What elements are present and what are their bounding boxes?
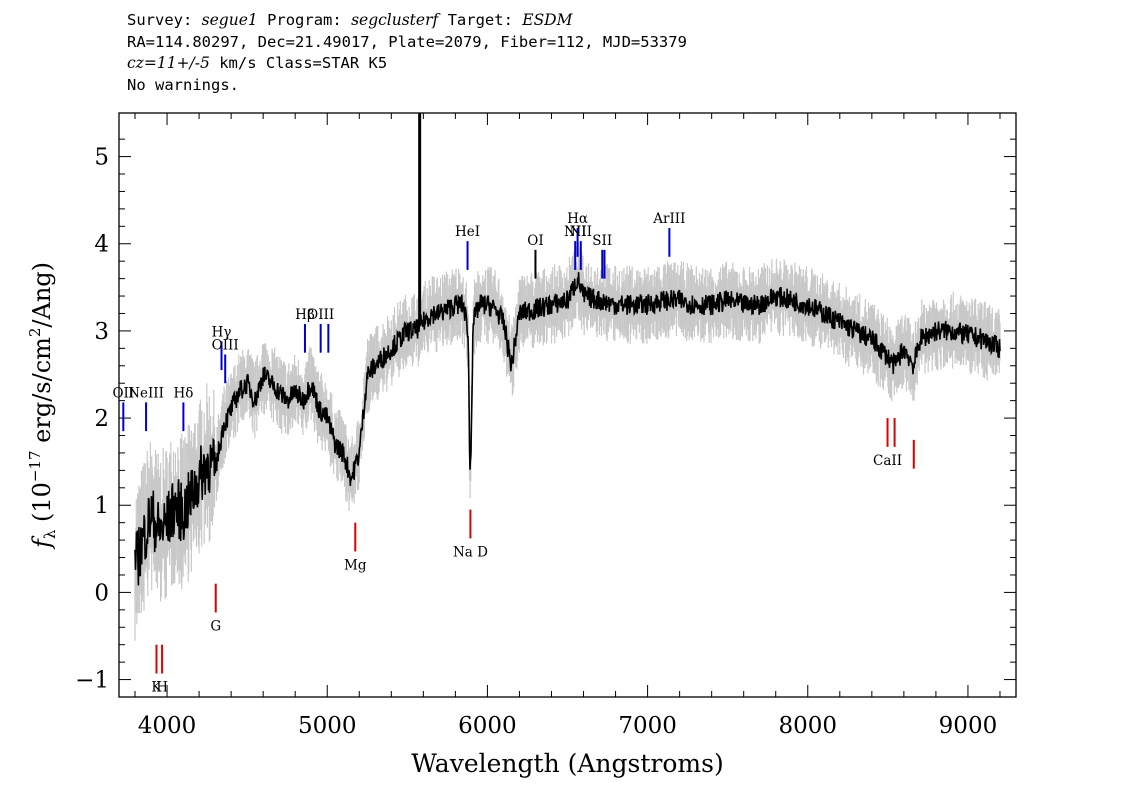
spectrum-header: Survey: segue1 Program: segclusterf Targ… <box>127 10 687 96</box>
emission-line-label: OII <box>112 385 134 401</box>
emission-line-label: ArIII <box>652 211 685 227</box>
emission-line-label: Hβ <box>295 307 315 323</box>
y-tick-label: 0 <box>94 580 109 606</box>
emission-line-label: OIII <box>307 307 334 323</box>
emission-line-label: OI <box>527 233 543 249</box>
x-tick-label: 9000 <box>939 713 998 739</box>
plot-frame <box>118 112 1017 698</box>
emission-line-label: NII <box>564 224 586 240</box>
y-axis-label: fλ (10−17 erg/s/cm2/Ang) <box>26 262 59 550</box>
y-tick-label: 2 <box>94 406 109 432</box>
absorption-line-label: H <box>156 679 168 695</box>
y-label-main: (10 <box>28 482 56 530</box>
y-tick-label: 3 <box>94 319 109 345</box>
absorption-line-label: CaII <box>873 453 902 469</box>
y-label-end: /Ang) <box>28 262 56 328</box>
x-tick-label: 7000 <box>618 713 677 739</box>
y-tick-label: 4 <box>94 232 109 258</box>
absorption-line-label: Mg <box>344 557 367 573</box>
y-tick-label: −1 <box>75 668 109 694</box>
x-tick-label: 4000 <box>138 713 197 739</box>
flux-line <box>134 272 1001 586</box>
program-label: Program: <box>257 11 352 29</box>
target-label: Target: <box>438 11 523 29</box>
header-line-warnings: No warnings. <box>127 75 239 94</box>
emission-line-label: HeI <box>455 224 480 240</box>
header-line-survey: Survey: segue1 Program: segclusterf Targ… <box>127 10 687 32</box>
header-line-class: cz=11+/-5 km/s Class=STAR K5 <box>127 53 687 75</box>
absorption-line-label: Na D <box>453 544 488 560</box>
x-tick-label: 6000 <box>458 713 517 739</box>
x-tick-label: 5000 <box>298 713 357 739</box>
y-label-units-exp: 2 <box>26 328 44 338</box>
absorption-line-label: K <box>151 679 162 695</box>
y-label-exp: −17 <box>26 450 44 482</box>
emission-line-label: Hδ <box>173 385 193 401</box>
emission-line-label: OIII <box>212 337 239 353</box>
emission-line-label: Hα <box>567 211 588 227</box>
y-label-units: erg/s/cm <box>28 337 56 451</box>
survey-label: Survey: <box>127 11 202 29</box>
emission-line-label: NII <box>570 224 592 240</box>
absorption-line-label: G <box>210 618 221 634</box>
emission-line-label: SII <box>592 233 612 249</box>
emission-line-label: NeIII <box>128 385 164 401</box>
survey-value: segue1 <box>201 11 258 29</box>
x-axis-label: Wavelength (Angstroms) <box>411 749 723 778</box>
y-tick-label: 5 <box>94 145 109 171</box>
target-value: ESDM <box>522 11 573 29</box>
program-value: segclusterf <box>351 11 439 29</box>
cz-value: cz=11+/-5 <box>127 54 210 72</box>
header-line-coords: RA=114.80297, Dec=21.49017, Plate=2079, … <box>127 32 687 51</box>
class-value: km/s Class=STAR K5 <box>209 54 388 72</box>
y-label-sub: λ <box>41 529 59 539</box>
emission-line-label: Hγ <box>212 324 232 340</box>
y-tick-label: 1 <box>94 493 109 519</box>
x-tick-label: 8000 <box>778 713 837 739</box>
